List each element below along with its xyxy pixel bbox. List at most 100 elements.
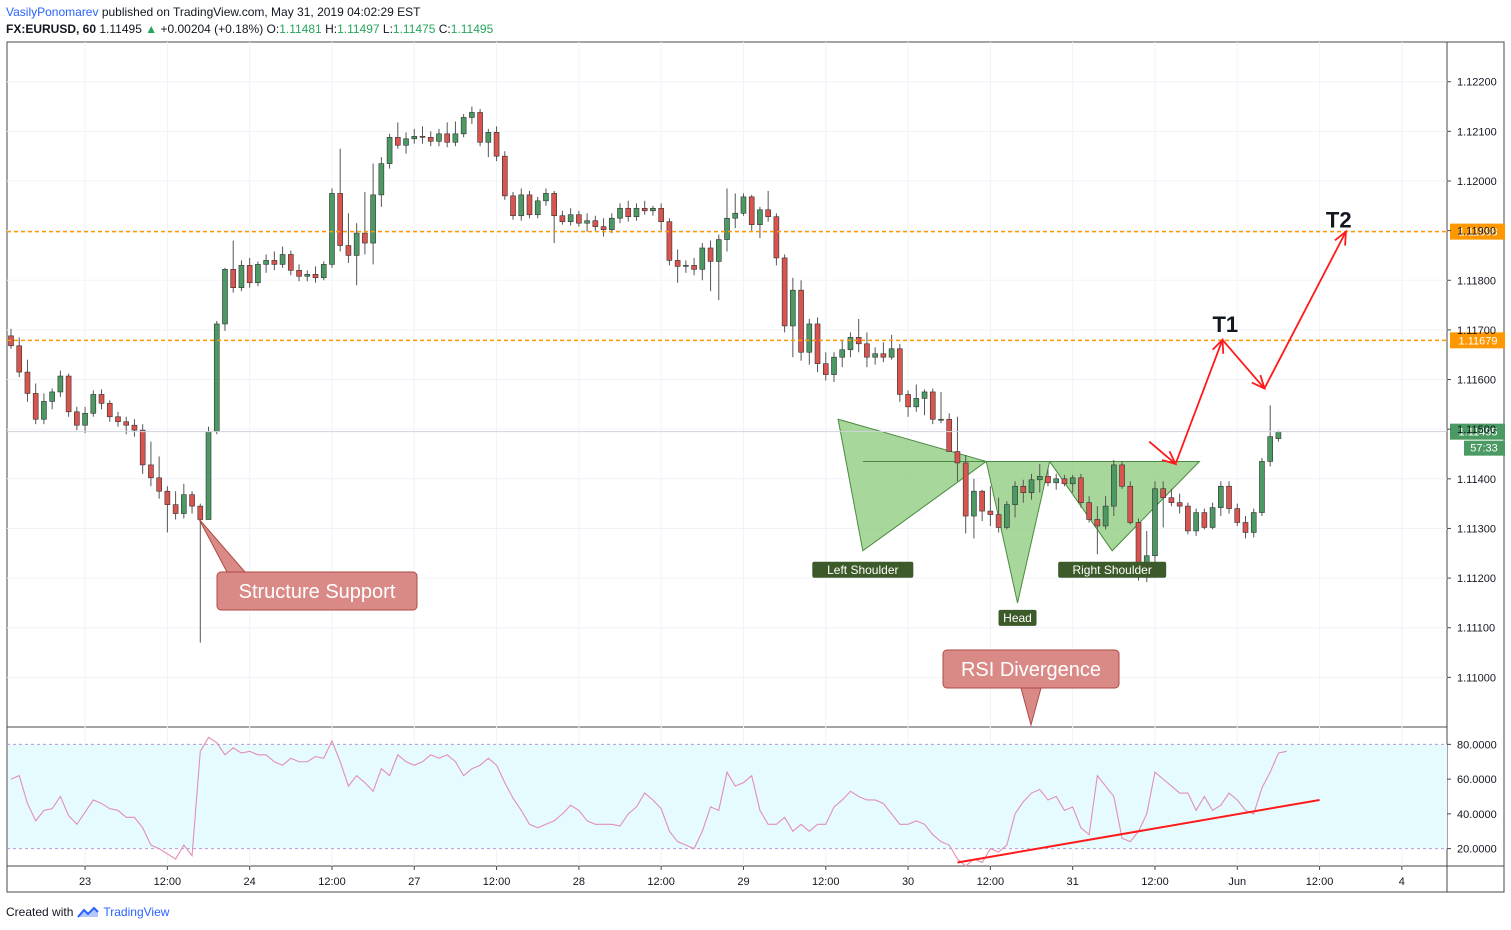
candle-body bbox=[1069, 477, 1076, 485]
candle-body bbox=[938, 418, 944, 421]
candle-body bbox=[378, 163, 385, 196]
candle-body bbox=[699, 247, 706, 270]
candle-body bbox=[732, 212, 739, 219]
candle-body bbox=[929, 391, 936, 420]
arrow-retrace bbox=[1221, 339, 1266, 390]
time-axis-label: 27 bbox=[408, 876, 420, 888]
candle-body bbox=[1242, 522, 1249, 533]
candle-body bbox=[197, 505, 204, 520]
candle-body bbox=[707, 247, 714, 262]
last-price-label: 1.11495 bbox=[1459, 427, 1498, 439]
candle-body bbox=[740, 196, 747, 214]
candle-body bbox=[897, 348, 903, 395]
rsi-divergence-line bbox=[957, 798, 1320, 864]
candle-body bbox=[1259, 461, 1265, 513]
time-axis-label: 12:00 bbox=[318, 876, 346, 888]
candle-body bbox=[1160, 488, 1166, 498]
candle-body bbox=[592, 220, 599, 227]
candle-body bbox=[822, 363, 829, 375]
time-axis-label: 31 bbox=[1067, 876, 1079, 888]
candle-body bbox=[49, 391, 55, 402]
price-levels: 1.11898 1.11679 1.11495 57:33 bbox=[7, 223, 1505, 456]
time-axis-label: 12:00 bbox=[1141, 876, 1169, 888]
candle-body bbox=[1193, 512, 1199, 532]
rsi-divergence-pointer bbox=[1020, 687, 1042, 727]
pattern-shapes bbox=[837, 418, 1201, 604]
candle-body bbox=[469, 112, 475, 118]
candle-body bbox=[1102, 505, 1109, 527]
chart-border bbox=[6, 41, 1505, 893]
time-axis-label: 12:00 bbox=[483, 876, 511, 888]
head-label: Head bbox=[1003, 611, 1032, 625]
candle-body bbox=[255, 264, 261, 284]
candle-body bbox=[658, 207, 664, 222]
candle-body bbox=[765, 209, 771, 218]
candle-body bbox=[674, 260, 681, 267]
time-axis-label: 12:00 bbox=[647, 876, 675, 888]
arrow-to-t2-head bbox=[1334, 229, 1347, 246]
footer: Created with TradingView bbox=[6, 905, 169, 919]
candle-body bbox=[353, 232, 360, 256]
right-shoulder-label-bg bbox=[1058, 561, 1167, 578]
left-shoulder-label-bg bbox=[812, 561, 914, 578]
price-axis-label: 1.11000 bbox=[1457, 672, 1496, 684]
candle-body bbox=[164, 490, 171, 505]
price-axis-label: 1.11700 bbox=[1457, 325, 1496, 337]
candle-body bbox=[1078, 477, 1084, 503]
rsi-axis-label: 20.0000 bbox=[1457, 844, 1497, 856]
candle-body bbox=[123, 421, 130, 426]
time-axis-label: Jun bbox=[1228, 876, 1246, 888]
candle-body bbox=[1004, 504, 1010, 528]
price-axis-label: 1.11200 bbox=[1457, 573, 1496, 585]
t2-label: T2 bbox=[1326, 208, 1352, 233]
candle-body bbox=[1176, 502, 1183, 507]
candle-body bbox=[847, 337, 854, 351]
axes: 1.11000 1.11100 1.11200 1.11300 1.11400 1.115… bbox=[79, 77, 1497, 888]
candle-body bbox=[864, 343, 870, 358]
time-axis-label: 12:00 bbox=[1306, 876, 1334, 888]
author-link[interactable]: VasilyPonomarev bbox=[6, 5, 99, 19]
candle-body bbox=[288, 254, 294, 271]
candle-body bbox=[230, 269, 237, 289]
candle-body bbox=[74, 411, 80, 426]
candle-body bbox=[403, 138, 409, 146]
candle-body bbox=[888, 348, 895, 358]
candle-body bbox=[781, 257, 788, 327]
up-triangle-icon: ▲ bbox=[145, 22, 158, 36]
candle-body bbox=[1168, 497, 1175, 503]
created-with-text: Created with bbox=[6, 905, 74, 919]
candle-body bbox=[386, 137, 393, 164]
price-axis-label: 1.11300 bbox=[1457, 523, 1496, 535]
time-axis-label: 12:00 bbox=[154, 876, 182, 888]
candle-body bbox=[1226, 485, 1232, 509]
candle-body bbox=[1250, 512, 1257, 533]
candle-body bbox=[1127, 485, 1134, 523]
rsi-axis-label: 40.0000 bbox=[1457, 809, 1497, 821]
candle-body bbox=[485, 132, 492, 143]
tradingview-brand[interactable]: TradingView bbox=[103, 905, 170, 919]
grid-lines bbox=[7, 42, 1447, 866]
candle-body bbox=[444, 133, 450, 143]
candle-body bbox=[24, 371, 31, 394]
candle-body bbox=[1267, 436, 1273, 462]
candle-body bbox=[617, 207, 623, 219]
candle-body bbox=[641, 207, 648, 212]
price-axis-label: 1.12100 bbox=[1457, 126, 1497, 138]
candle-body bbox=[172, 504, 179, 514]
candle-body bbox=[205, 431, 212, 520]
candle-body bbox=[222, 269, 228, 325]
candle-body bbox=[1201, 512, 1208, 528]
time-axis-label: 30 bbox=[902, 876, 914, 888]
candle-body bbox=[148, 464, 154, 479]
tradingview-logo-icon bbox=[77, 906, 100, 918]
time-axis-label: 23 bbox=[79, 876, 91, 888]
left-shoulder-shape bbox=[837, 418, 988, 552]
projection-arrows: T1 T2 bbox=[1148, 208, 1352, 466]
change-value: +0.00204 (+0.18%) bbox=[160, 22, 264, 36]
candle-body bbox=[715, 239, 722, 262]
high-value: 1.11497 bbox=[337, 22, 380, 36]
candle-body bbox=[131, 424, 138, 431]
candle-body bbox=[773, 216, 780, 259]
candle-body bbox=[246, 265, 253, 284]
